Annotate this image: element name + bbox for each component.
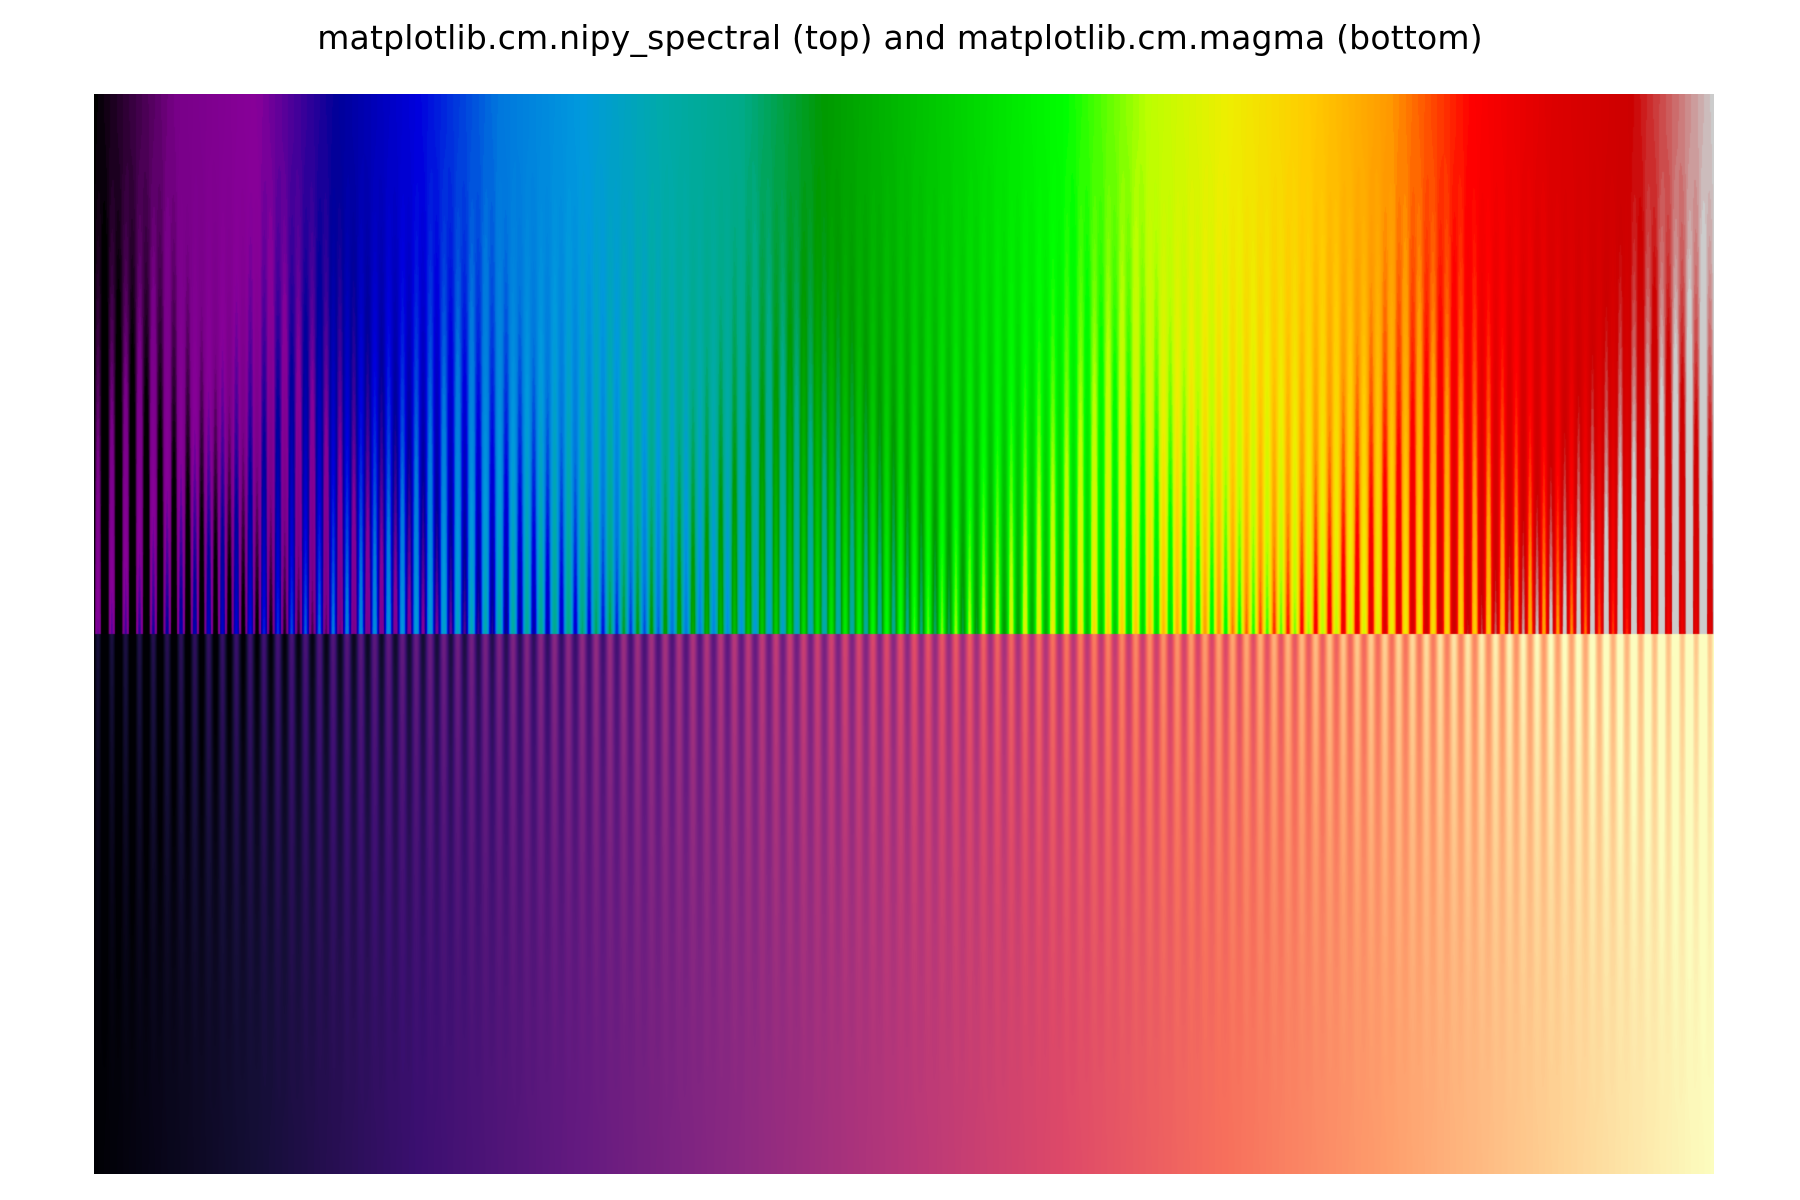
plot-area xyxy=(94,94,1714,1174)
chart-title: matplotlib.cm.nipy_spectral (top) and ma… xyxy=(317,18,1483,57)
colormap-heatmap xyxy=(94,94,1714,1174)
